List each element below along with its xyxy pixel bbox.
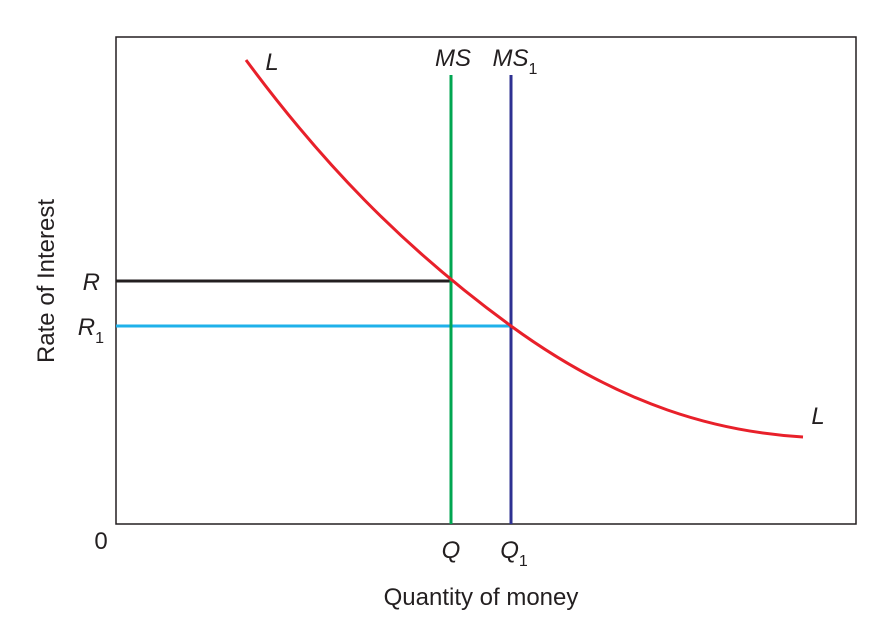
rate-label: R xyxy=(83,269,100,296)
quantity-label: Q1 xyxy=(500,537,528,570)
label-main: Q xyxy=(500,537,519,564)
demand-curve xyxy=(244,59,804,439)
supply-label: MS1 xyxy=(493,45,538,78)
label-subscript: 1 xyxy=(529,61,538,78)
x-axis-title: Quantity of money xyxy=(384,584,579,611)
curve-label: L xyxy=(811,403,824,430)
curve-label: L xyxy=(265,49,278,76)
label-subscript: 1 xyxy=(519,553,528,570)
rate-label: R1 xyxy=(78,314,104,347)
origin-label: 0 xyxy=(94,528,107,555)
supply-label: MS xyxy=(435,45,471,72)
label-subscript: 1 xyxy=(95,330,104,347)
label-main: R xyxy=(78,314,95,341)
y-axis-title: Rate of Interest xyxy=(33,199,60,363)
quantity-label: Q xyxy=(442,537,461,564)
label-main: MS xyxy=(493,45,529,72)
